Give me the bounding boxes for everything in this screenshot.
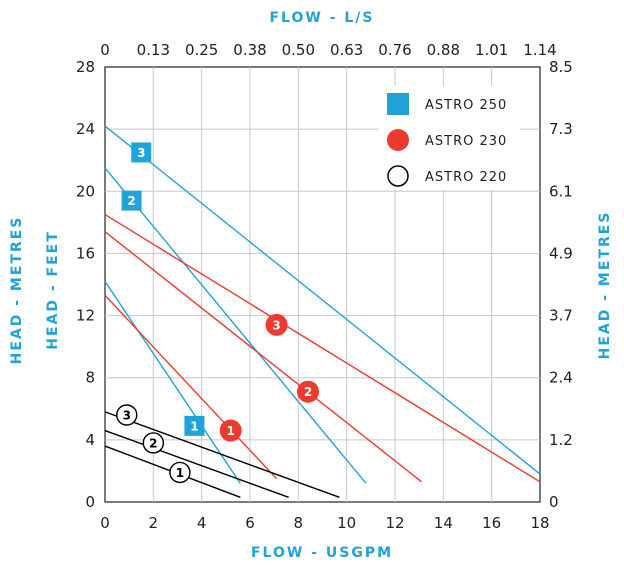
marker-astro-250-2-label: 2 — [127, 194, 135, 208]
marker-astro-220-1 — [169, 461, 191, 484]
legend-marker-astro-220 — [387, 165, 409, 187]
y-right-tick-label: 3.7 — [549, 307, 573, 325]
x-tick-label: 6 — [245, 514, 255, 532]
y-right-tick-label: 2.4 — [549, 369, 573, 387]
x2-tick-label: 0.88 — [427, 41, 460, 59]
marker-astro-230-1-label: 1 — [226, 424, 234, 438]
marker-astro-220-3-label: 3 — [123, 409, 131, 423]
x-tick-label: 0 — [100, 514, 110, 532]
legend-marker-astro-230 — [387, 129, 409, 151]
y-left-tick-label: 12 — [76, 307, 95, 325]
line-astro-250-2 — [104, 167, 367, 484]
series-lines — [104, 125, 541, 498]
x-tick-label: 2 — [149, 514, 159, 532]
y-left-tick-label: 24 — [76, 120, 95, 138]
x-axis-title: FLOW - USGPM — [251, 545, 393, 561]
marker-astro-220-2-label: 2 — [149, 436, 157, 450]
x-tick-label: 16 — [482, 514, 501, 532]
x2-tick-label: 0.50 — [282, 41, 315, 59]
x2-tick-label: 0.38 — [233, 41, 266, 59]
y-left-tick-label: 4 — [85, 431, 95, 449]
legend-label-astro-220: ASTRO 220 — [425, 170, 507, 185]
marker-astro-220-2 — [142, 432, 165, 454]
y-right-tick-label: 4.9 — [549, 244, 573, 262]
y-left-tick-label: 20 — [76, 182, 95, 200]
y-left-tick-label: 0 — [85, 493, 95, 511]
x-tick-label: 10 — [337, 514, 356, 532]
x-tick-label: 8 — [294, 514, 304, 532]
line-astro-250-1 — [104, 281, 241, 484]
marker-astro-230-3 — [265, 313, 288, 336]
line-astro-230-1 — [104, 294, 278, 480]
marker-astro-250-3-label: 3 — [137, 146, 145, 160]
legend-label-astro-230: ASTRO 230 — [425, 134, 507, 149]
y-right-tick-label: 6.1 — [549, 182, 573, 200]
x-tick-label: 18 — [530, 514, 549, 532]
x2-tick-label: 1.14 — [523, 41, 556, 59]
x2-tick-label: 0.63 — [330, 41, 363, 59]
x2-tick-label: 1.01 — [475, 41, 508, 59]
line-astro-230-2 — [104, 231, 423, 483]
legend: ASTRO 250 ASTRO 230 ASTRO 220 — [378, 86, 520, 190]
marker-astro-230-1 — [219, 419, 242, 442]
x2-tick-label: 0 — [100, 41, 110, 59]
legend-label-astro-250: ASTRO 250 — [425, 98, 507, 113]
marker-astro-250-1-label: 1 — [190, 419, 198, 433]
x2-axis-title: FLOW - L/S — [269, 10, 374, 26]
y-left-tick-label: 16 — [76, 244, 95, 262]
y-right-tick-label: 8.5 — [549, 58, 573, 76]
line-astro-220-2 — [104, 429, 289, 498]
marker-astro-230-3-label: 3 — [272, 318, 280, 332]
y-left-tick-labels: 0 4 8 12 16 20 24 28 — [76, 58, 95, 511]
x-tick-labels: 0 2 4 6 8 10 12 14 16 18 — [100, 514, 549, 532]
y-right-tick-label: 1.2 — [549, 431, 573, 449]
marker-astro-220-1-label: 1 — [176, 466, 184, 480]
marker-astro-220-3 — [116, 404, 138, 426]
marker-astro-230-2 — [297, 380, 319, 403]
series-markers: 1 2 3 1 2 3 1 2 3 — [116, 142, 319, 484]
marker-astro-250-2 — [121, 190, 142, 211]
x-tick-label: 14 — [434, 514, 453, 532]
y-right-tick-labels: 0 1.2 2.4 3.7 4.9 6.1 7.3 8.5 — [549, 58, 573, 511]
x2-tick-labels: 0 0.13 0.25 0.38 0.50 0.63 0.76 0.88 1.01 1.14 — [100, 41, 556, 59]
line-astro-220-3 — [104, 411, 340, 498]
y-left-tick-label: 8 — [85, 369, 95, 387]
marker-astro-250-3 — [131, 142, 152, 163]
x-tick-label: 4 — [197, 514, 207, 532]
x2-tick-label: 0.76 — [378, 41, 411, 59]
marker-astro-250-1 — [184, 415, 205, 436]
marker-astro-230-2-label: 2 — [304, 385, 312, 399]
legend-marker-astro-250 — [387, 93, 409, 115]
y-left-title-feet: HEAD - FEET — [45, 230, 61, 350]
y-left-title-metres: HEAD - METRES — [9, 216, 25, 365]
x2-tick-label: 0.13 — [137, 41, 170, 59]
y-right-title: HEAD - METRES — [597, 211, 613, 360]
y-right-tick-label: 0 — [549, 493, 559, 511]
x-tick-label: 12 — [385, 514, 404, 532]
line-astro-230-3 — [104, 213, 541, 483]
line-astro-250-3 — [104, 125, 541, 475]
y-left-tick-label: 28 — [76, 58, 95, 76]
x2-tick-label: 0.25 — [185, 41, 218, 59]
y-right-tick-label: 7.3 — [549, 120, 573, 138]
